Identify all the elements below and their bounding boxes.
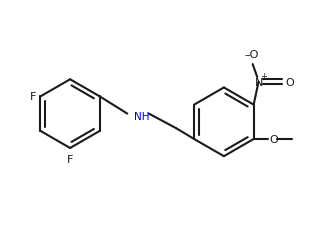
Text: NH: NH — [134, 111, 149, 121]
Text: N: N — [254, 77, 263, 87]
Text: O: O — [270, 134, 279, 144]
Text: F: F — [67, 154, 73, 164]
Text: –O: –O — [245, 50, 259, 60]
Text: F: F — [30, 92, 36, 102]
Text: +: + — [260, 72, 267, 81]
Text: O: O — [286, 77, 294, 87]
